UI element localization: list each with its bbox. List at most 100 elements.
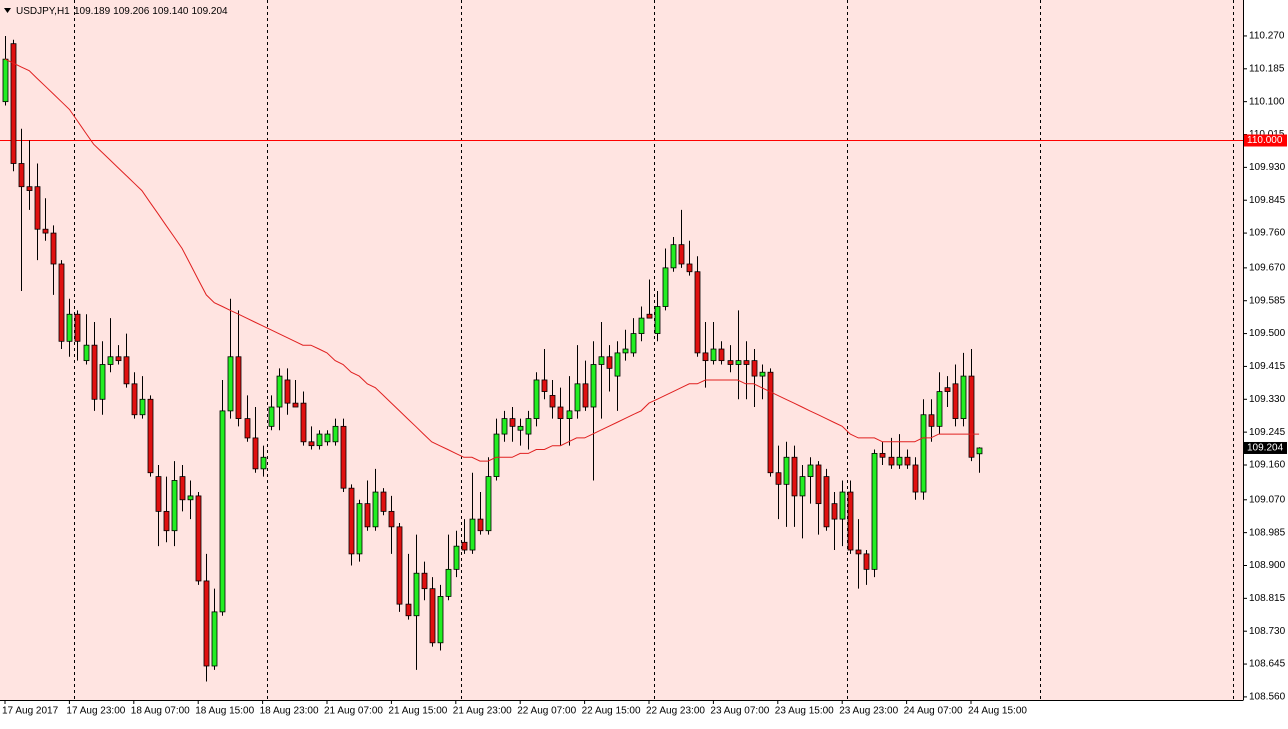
x-tick-label: 22 Aug 23:00 — [646, 706, 705, 717]
candle-body — [557, 406, 564, 420]
candle-body — [380, 491, 387, 512]
candle-body — [477, 518, 484, 532]
x-tick-label: 21 Aug 07:00 — [324, 706, 383, 717]
plot-background — [0, 0, 1243, 700]
y-tick-label: 108.730 — [1249, 626, 1286, 637]
candle-body — [678, 244, 685, 265]
candle-body — [807, 464, 814, 477]
candle-body — [831, 503, 838, 520]
y-tick-label: 110.185 — [1249, 63, 1285, 74]
y-tick-label: 108.560 — [1249, 692, 1286, 703]
x-tick-label: 24 Aug 07:00 — [904, 706, 963, 717]
candle-body — [606, 356, 613, 369]
candle-body — [244, 418, 251, 439]
candle-body — [421, 572, 428, 590]
candle-body — [107, 356, 114, 365]
candle-body — [646, 313, 653, 319]
candle-body — [590, 364, 597, 408]
candle-body — [775, 472, 782, 485]
x-tick-label: 21 Aug 23:00 — [453, 706, 512, 717]
candle-body — [276, 375, 283, 408]
candle-body — [879, 452, 886, 458]
candle-body — [58, 263, 65, 342]
grid — [74, 0, 1234, 700]
candle-body — [855, 549, 862, 555]
candle-body — [316, 433, 323, 447]
candle-body — [131, 383, 138, 416]
candle-body — [18, 163, 25, 188]
menu-arrow[interactable] — [4, 8, 11, 13]
candle-body — [413, 572, 420, 617]
y-tick-label: 109.070 — [1249, 494, 1286, 505]
y-tick-label: 109.930 — [1249, 162, 1286, 173]
x-tick-label: 23 Aug 07:00 — [710, 706, 769, 717]
candle-body — [976, 447, 983, 455]
candle-body — [904, 456, 911, 466]
candle-body — [614, 352, 621, 377]
x-tick-label: 22 Aug 15:00 — [582, 706, 641, 717]
candle-body — [171, 480, 178, 532]
candle-body — [388, 510, 395, 528]
candle-body — [268, 406, 275, 427]
level-label: 110.000 — [1247, 135, 1283, 146]
candle-body — [767, 371, 774, 474]
y-tick-label: 110.270 — [1249, 31, 1285, 42]
candle-body — [348, 487, 355, 555]
x-tick-label: 23 Aug 23:00 — [839, 706, 898, 717]
candle-body — [638, 317, 645, 334]
candle-body — [292, 402, 299, 408]
candle-body — [203, 580, 210, 667]
candle-body — [42, 228, 49, 234]
candle-body — [509, 418, 516, 427]
x-tick-label: 18 Aug 15:00 — [195, 706, 254, 717]
candle-body — [372, 491, 379, 528]
candle-body — [485, 476, 492, 532]
candle-body — [533, 379, 540, 420]
candle-body — [195, 495, 202, 582]
candle-body — [83, 344, 90, 362]
y-tick-label: 108.900 — [1249, 560, 1286, 571]
symbol: USDJPY,H1 — [16, 6, 70, 17]
candle-body — [123, 356, 130, 385]
candle-body — [74, 313, 81, 342]
candle-body — [115, 356, 122, 362]
y-tick-label: 109.760 — [1249, 228, 1286, 239]
open-label: 109.189 — [74, 6, 111, 17]
candle-body — [566, 410, 573, 420]
candle-body — [727, 360, 734, 365]
x-tick-label: 24 Aug 15:00 — [968, 706, 1027, 717]
candle-body — [888, 456, 895, 466]
candle-body — [735, 360, 742, 365]
candle-body — [235, 356, 242, 420]
candle-body — [694, 271, 701, 354]
candle-body — [91, 344, 98, 400]
candle-body — [751, 360, 758, 377]
y-tick-label: 109.160 — [1249, 460, 1286, 471]
y-tick-label: 109.245 — [1249, 427, 1286, 438]
candle-body — [396, 526, 403, 605]
candle-body — [147, 398, 154, 474]
candle-body — [187, 495, 194, 501]
candle-body — [815, 464, 822, 505]
candle-body — [493, 433, 500, 477]
candle-body — [211, 611, 218, 667]
candle-body — [944, 387, 951, 392]
y-tick-label: 109.670 — [1249, 263, 1286, 274]
candle-body — [50, 232, 57, 265]
candle-body — [356, 503, 363, 555]
candle-body — [928, 414, 935, 427]
candle-body — [10, 43, 17, 164]
candle-body — [654, 306, 661, 334]
candle-body — [461, 541, 468, 551]
y-tick-label: 109.415 — [1249, 361, 1286, 372]
x-tick-label: 18 Aug 23:00 — [260, 706, 319, 717]
candle-body — [252, 437, 259, 470]
y-tick-label: 109.585 — [1249, 295, 1286, 306]
candle-body — [2, 58, 9, 103]
candle-body — [469, 518, 476, 551]
y-tick-label: 109.500 — [1249, 328, 1286, 339]
candle-body — [219, 410, 226, 613]
candle-body — [662, 267, 669, 307]
y-tick-label: 109.330 — [1249, 394, 1286, 405]
candle-body — [437, 596, 444, 644]
